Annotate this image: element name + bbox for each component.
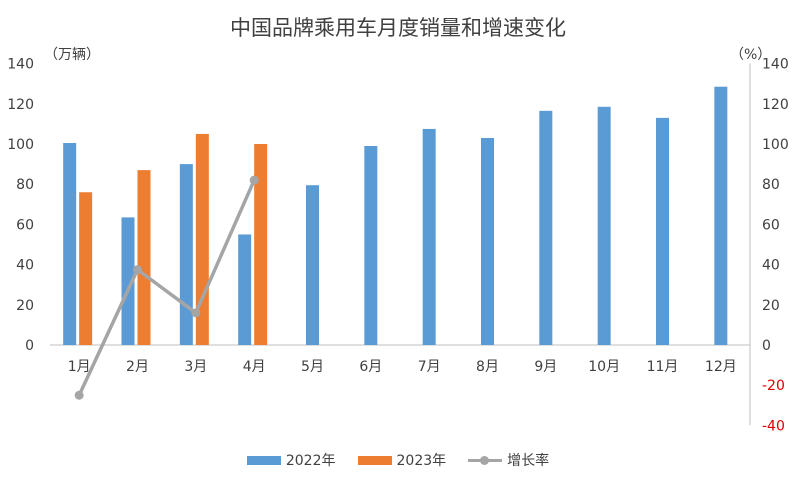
- right-axis-tick-label: 140: [762, 57, 789, 73]
- right-axis-tick-label: 60: [762, 217, 780, 233]
- chart-legend: 2022年 2023年 增长率: [0, 450, 796, 470]
- legend-swatch-2023: [357, 455, 392, 465]
- bar-2022: [422, 128, 436, 345]
- legend-item-2022: 2022年: [246, 450, 336, 470]
- bar-2022: [306, 185, 319, 345]
- x-axis-category-label: 11月: [647, 359, 679, 375]
- bar-2022: [121, 217, 135, 345]
- left-axis-tick-label: 20: [16, 298, 34, 314]
- x-axis-category-label: 6月: [359, 359, 382, 375]
- bar-2022: [539, 110, 553, 346]
- x-axis-category-label: 4月: [243, 359, 266, 375]
- right-axis-tick-label: 100: [762, 137, 789, 153]
- right-axis-tick-label: 80: [762, 177, 780, 193]
- growth-rate-point: [191, 308, 201, 318]
- growth-rate-point: [74, 390, 84, 400]
- left-axis-tick-label: 0: [25, 338, 34, 354]
- left-axis-tick-label: 120: [7, 97, 34, 113]
- left-axis-tick-label: 140: [7, 57, 34, 73]
- legend-label-2023: 2023年: [396, 453, 447, 469]
- left-axis-tick-label: 100: [7, 137, 34, 153]
- right-axis-tick-label: -40: [762, 418, 785, 434]
- right-axis-tick-label: 0: [762, 338, 771, 354]
- bar-2022: [714, 86, 728, 345]
- x-axis-category-label: 1月: [68, 359, 91, 375]
- x-axis-category-label: 5月: [301, 359, 324, 375]
- bar-2022: [364, 146, 378, 345]
- bar-2022: [597, 106, 611, 345]
- right-axis-tick-label: 40: [762, 258, 780, 274]
- legend-item-growth: 增长率: [468, 450, 549, 470]
- bar-2022: [63, 142, 77, 345]
- legend-swatch-2022: [246, 455, 281, 465]
- right-axis-tick-label: -20: [762, 378, 785, 394]
- right-axis-unit: （%）: [730, 47, 772, 63]
- right-axis-tick-label: 120: [762, 97, 789, 113]
- x-axis-category-label: 7月: [418, 359, 441, 375]
- legend-label-growth: 增长率: [507, 453, 550, 469]
- bar-2023: [254, 144, 268, 345]
- bar-2022: [179, 164, 193, 345]
- x-axis-category-label: 2月: [126, 359, 149, 375]
- right-axis-tick-label: 20: [762, 298, 780, 314]
- bar-2022: [656, 117, 669, 346]
- x-axis-category-label: 10月: [588, 359, 620, 375]
- x-axis-category-label: 9月: [534, 359, 557, 375]
- legend-swatch-growth: [468, 455, 503, 465]
- bar-2023: [79, 192, 93, 345]
- bar-2022: [481, 137, 494, 345]
- bar-2023: [137, 170, 151, 345]
- growth-rate-line: [77, 179, 256, 396]
- x-axis-category-label: 8月: [476, 359, 499, 375]
- x-axis-category-label: 3月: [184, 359, 207, 375]
- x-axis-category-label: 12月: [705, 359, 737, 375]
- bar-2022: [238, 234, 252, 345]
- left-axis-tick-label: 80: [16, 177, 34, 193]
- left-axis-unit: （万辆）: [44, 47, 100, 63]
- left-axis-tick-label: 40: [16, 258, 34, 274]
- legend-label-2022: 2022年: [285, 453, 336, 469]
- chart-title: 中国品牌乘用车月度销量和增速变化: [230, 16, 566, 40]
- growth-rate-point: [249, 175, 259, 185]
- left-axis-tick-label: 60: [16, 217, 34, 233]
- growth-rate-point: [133, 265, 142, 275]
- legend-item-2023: 2023年: [357, 450, 447, 470]
